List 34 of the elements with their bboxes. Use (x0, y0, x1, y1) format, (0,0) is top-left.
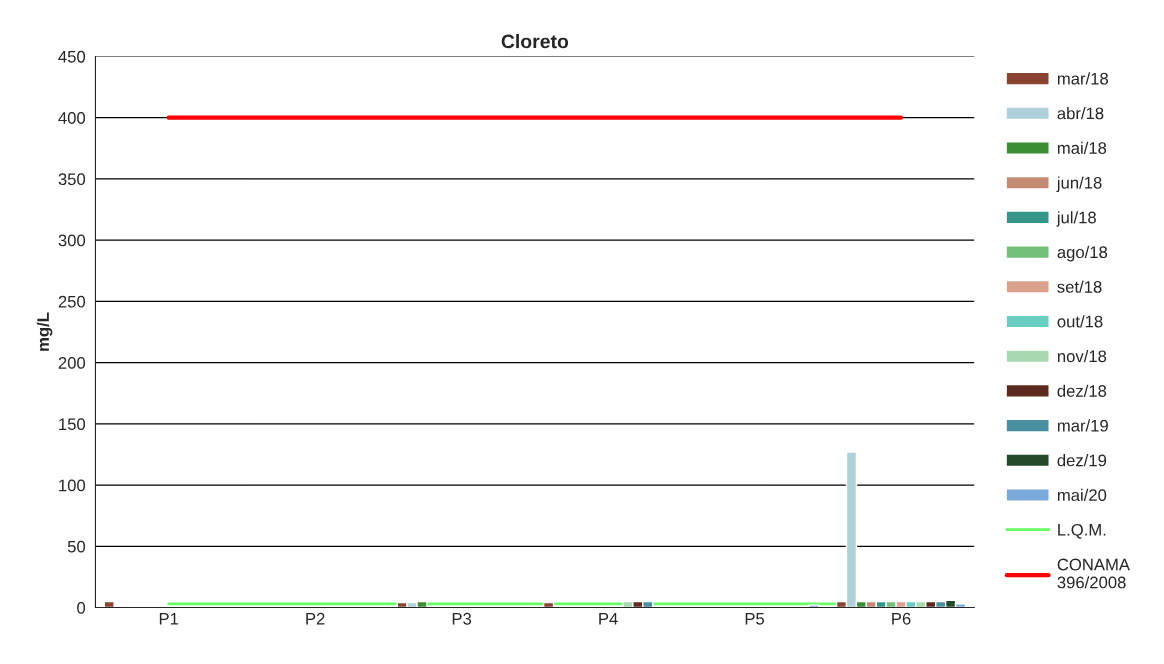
legend-label: dez/18 (1057, 384, 1107, 397)
legend-label: mai/18 (1057, 141, 1107, 154)
x-tick-label: P5 (745, 613, 765, 625)
x-tick-label: P3 (452, 612, 472, 625)
x-tick-label: P6 (892, 612, 911, 625)
legend-label: jun/18 (1056, 176, 1102, 192)
y-tick-label: 0 (77, 601, 86, 614)
legend-label: set/18 (1057, 280, 1102, 293)
legend-label: mar/18 (1057, 72, 1108, 85)
bar (808, 604, 820, 608)
x-tick-label: P1 (159, 613, 179, 625)
y-tick-label: 350 (58, 173, 86, 186)
y-axis-title: mg/L (36, 312, 53, 351)
legend-label: jul/18 (1056, 211, 1096, 227)
legend-label: dez/19 (1057, 454, 1107, 467)
legend-label: mai/20 (1057, 488, 1107, 502)
legend-label: nov/18 (1057, 349, 1107, 363)
legend-label: L.Q.M. (1058, 523, 1106, 539)
legend-label: ago/18 (1057, 245, 1108, 262)
y-tick-label: 250 (58, 295, 86, 308)
y-tick-label: 150 (59, 418, 86, 431)
y-tick-label: 450 (58, 50, 86, 63)
y-tick-label: 200 (58, 357, 86, 369)
y-tick-label: 50 (67, 540, 86, 553)
legend-label: CONAMA 396/2008 (1057, 558, 1130, 589)
x-tick-label: P2 (306, 612, 325, 625)
y-tick-label: 400 (58, 112, 86, 124)
legend-label: out/18 (1057, 315, 1103, 328)
legend-label: mar/19 (1057, 419, 1108, 432)
legend-label: abr/18 (1057, 107, 1104, 120)
y-tick-label: 100 (59, 479, 86, 492)
y-tick-label: 300 (58, 234, 86, 247)
chart-title: Cloreto (501, 34, 569, 49)
x-tick-label: P4 (599, 613, 618, 625)
